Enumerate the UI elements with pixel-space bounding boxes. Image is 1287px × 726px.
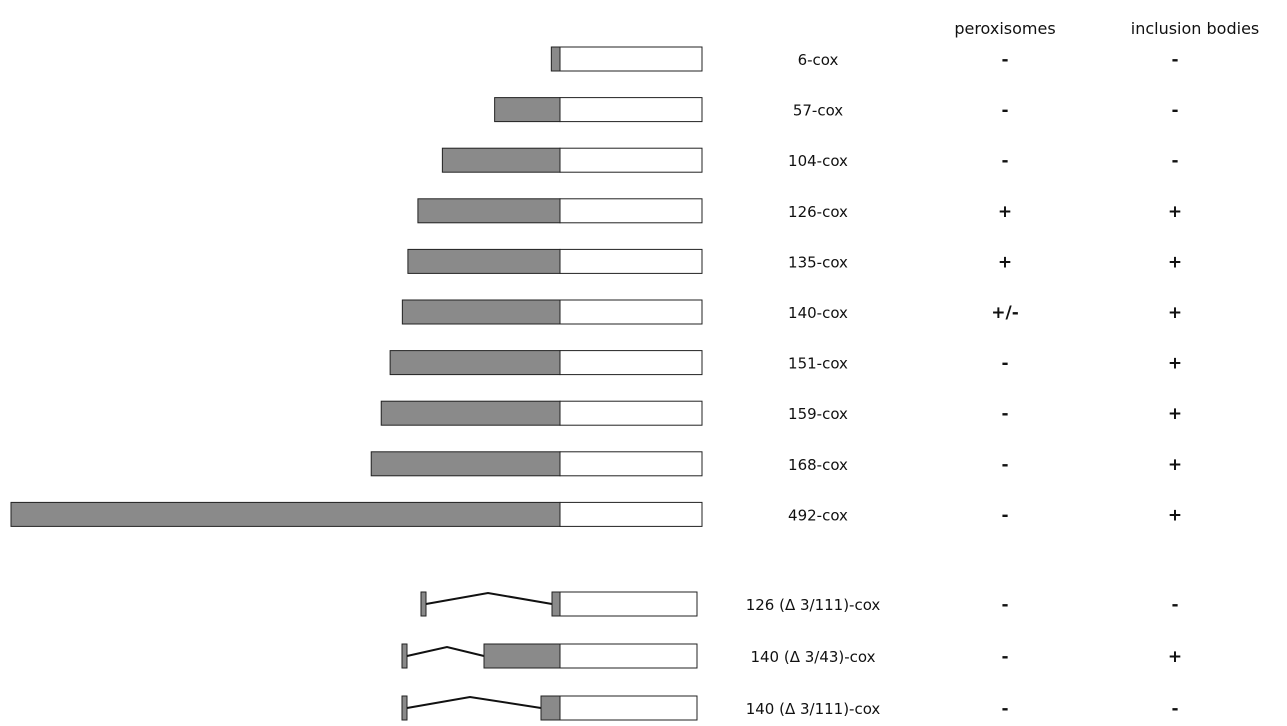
inclusion-bodies-result: - [1171, 101, 1178, 121]
peroxisomes-result: - [1001, 50, 1008, 70]
header-inclusion-bodies: inclusion bodies [1131, 19, 1260, 38]
cox-segment [559, 198, 703, 224]
peroxisomes-result: - [1001, 404, 1008, 424]
cox-segment [559, 299, 703, 325]
fusion-segment [389, 350, 561, 376]
construct-rows: 6-cox - - 57-cox - - 104-cox - - 126-cox + +135-cox… [10, 46, 1182, 721]
inclusion-bodies-result: + [1168, 404, 1182, 424]
inclusion-bodies-result: - [1171, 50, 1178, 70]
deletion-label: 140 (Δ 3/43)-cox [750, 648, 875, 666]
retained-n-terminus [401, 643, 408, 669]
deletion-label: 140 (Δ 3/111)-cox [746, 700, 881, 718]
inclusion-bodies-result: + [1168, 505, 1182, 525]
header-peroxisomes: peroxisomes [954, 19, 1055, 38]
cox-segment [559, 400, 703, 426]
fusion-segment [540, 695, 561, 721]
fusion-segment [483, 643, 561, 669]
peroxisomes-result: +/- [991, 303, 1019, 323]
construct-label: 6-cox [798, 51, 839, 69]
construct-label: 140-cox [788, 304, 848, 322]
cox-segment [559, 501, 703, 527]
deletion-line [406, 645, 485, 657]
peroxisomes-result: - [1001, 354, 1008, 374]
deletion-line [425, 591, 553, 605]
inclusion-bodies-result: + [1168, 455, 1182, 475]
retained-n-terminus [401, 695, 408, 721]
fusion-segment [407, 248, 561, 274]
cox-segment [559, 350, 703, 376]
fusion-segment [551, 591, 561, 617]
cox-segment [559, 643, 698, 669]
cox-segment [559, 147, 703, 173]
peroxisomes-result: - [1001, 699, 1008, 719]
construct-label: 151-cox [788, 355, 848, 373]
fusion-segment [550, 46, 561, 72]
fusion-segment [10, 501, 561, 527]
construct-label: 126-cox [788, 203, 848, 221]
inclusion-bodies-result: - [1171, 151, 1178, 171]
fusion-segment [441, 147, 561, 173]
construct-label: 159-cox [788, 405, 848, 423]
cox-segment [559, 451, 703, 477]
fusion-segment [380, 400, 561, 426]
construct-label: 135-cox [788, 253, 848, 271]
peroxisomes-result: - [1001, 101, 1008, 121]
fusion-segment [417, 198, 561, 224]
fusion-segment [370, 451, 561, 477]
peroxisomes-result: - [1001, 647, 1008, 667]
retained-n-terminus [420, 591, 427, 617]
peroxisomes-result: - [1001, 595, 1008, 615]
deletion-label: 126 (Δ 3/111)-cox [746, 596, 881, 614]
cox-segment [559, 591, 698, 617]
construct-label: 57-cox [793, 102, 843, 120]
inclusion-bodies-result: + [1168, 303, 1182, 323]
inclusion-bodies-result: - [1171, 699, 1178, 719]
cox-segment [559, 248, 703, 274]
fusion-segment [494, 97, 561, 123]
cox-segment [559, 97, 703, 123]
inclusion-bodies-result: - [1171, 595, 1178, 615]
construct-label: 168-cox [788, 456, 848, 474]
inclusion-bodies-result: + [1168, 202, 1182, 222]
construct-label: 492-cox [788, 506, 848, 524]
peroxisomes-result: + [998, 252, 1012, 272]
inclusion-bodies-result: + [1168, 252, 1182, 272]
cox-segment [559, 695, 698, 721]
construct-label: 104-cox [788, 152, 848, 170]
deletion-line [406, 695, 542, 709]
fusion-segment [401, 299, 561, 325]
peroxisomes-result: + [998, 202, 1012, 222]
inclusion-bodies-result: + [1168, 647, 1182, 667]
inclusion-bodies-result: + [1168, 354, 1182, 374]
peroxisomes-result: - [1001, 455, 1008, 475]
peroxisomes-result: - [1001, 151, 1008, 171]
peroxisomes-result: - [1001, 505, 1008, 525]
cox-segment [559, 46, 703, 72]
